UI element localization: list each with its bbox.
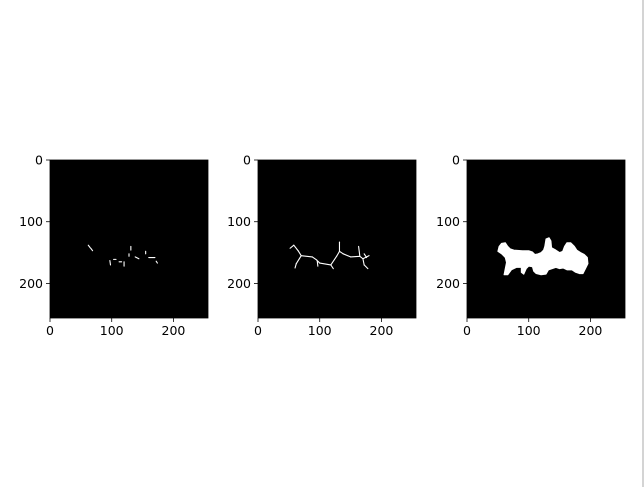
x-tick-label: 100 xyxy=(517,323,541,338)
window-edge xyxy=(640,0,644,487)
y-tick-label: 0 xyxy=(35,153,43,168)
skeleton-segment xyxy=(338,250,344,255)
image-panel-3: 0 100 200 0 100 200 xyxy=(436,153,626,338)
skeleton-segment xyxy=(289,244,295,249)
skeleton-segment xyxy=(350,255,361,258)
image-panel-2: 0 100 200 0 100 200 xyxy=(227,153,417,338)
skeleton-segment xyxy=(297,250,302,257)
skeleton-segment xyxy=(293,244,299,252)
skeleton-segment xyxy=(363,264,369,270)
x-tick-label: 0 xyxy=(254,323,262,338)
axes-frame xyxy=(49,159,209,319)
skeleton-segment xyxy=(155,260,158,264)
x-tick-label: 0 xyxy=(463,323,471,338)
x-tick-label: 200 xyxy=(370,323,394,338)
x-tick-label: 0 xyxy=(46,323,54,338)
y-tick-label: 200 xyxy=(436,276,460,291)
y-tick-label: 0 xyxy=(452,153,460,168)
skeleton-segment xyxy=(134,256,140,260)
skeleton-segment xyxy=(330,255,338,266)
x-tick-label: 200 xyxy=(162,323,186,338)
skeleton-segment xyxy=(294,263,297,269)
image-area xyxy=(50,160,208,318)
skeleton-segment xyxy=(330,264,334,270)
skeleton-segment xyxy=(362,258,365,266)
x-tick-label: 100 xyxy=(308,323,332,338)
skeleton-segment xyxy=(358,245,361,257)
y-tick-label: 0 xyxy=(243,153,251,168)
y-tick-label: 200 xyxy=(227,276,251,291)
x-tick-label: 200 xyxy=(579,323,603,338)
y-tick-label: 100 xyxy=(436,214,460,229)
x-tick-label: 100 xyxy=(100,323,124,338)
mask-region xyxy=(497,237,589,276)
skeleton-segment xyxy=(87,244,91,249)
skeleton-segment xyxy=(342,253,352,258)
skeleton-segment xyxy=(311,256,318,261)
skeleton-segment xyxy=(336,250,341,257)
axes-frame xyxy=(257,159,417,319)
y-tick-label: 200 xyxy=(19,276,43,291)
skeleton-segment xyxy=(295,255,302,265)
image-area xyxy=(258,160,416,318)
skeleton-segment xyxy=(319,262,332,266)
axes-frame xyxy=(466,159,626,319)
image-panel-1: 0 100 200 0 100 200 xyxy=(19,153,209,338)
skeleton-segment xyxy=(363,253,368,259)
y-tick-label: 100 xyxy=(227,214,251,229)
skeleton-segment xyxy=(109,260,112,266)
skeleton-segment xyxy=(359,255,364,260)
skeleton-segment xyxy=(316,260,319,267)
skeleton-segment xyxy=(300,255,313,258)
skeleton-segment xyxy=(316,259,321,264)
y-tick-label: 100 xyxy=(19,214,43,229)
skeleton-segment xyxy=(90,247,94,252)
